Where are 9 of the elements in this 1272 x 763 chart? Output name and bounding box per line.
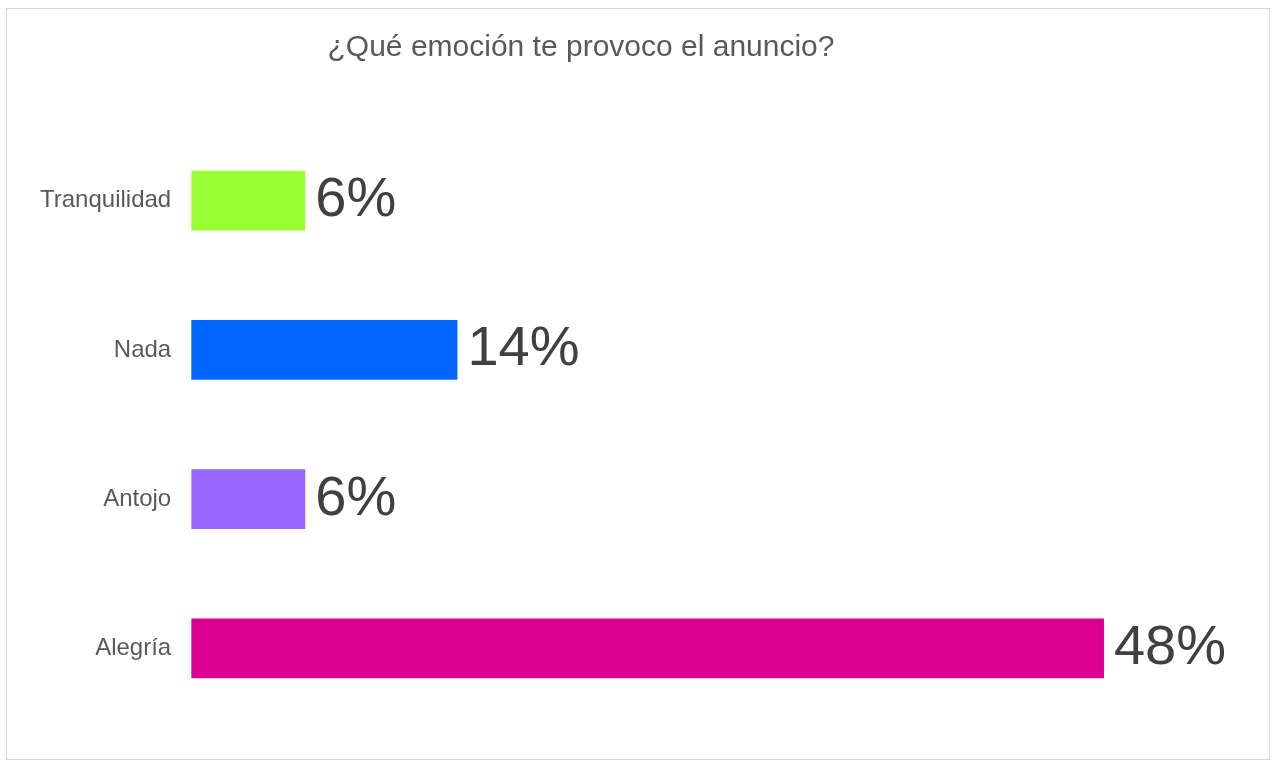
data-label: 48%	[1113, 612, 1227, 676]
data-label: 14%	[467, 314, 580, 378]
chart-title: ¿Qué emoción te provoco el anuncio?	[327, 29, 835, 63]
y-tick-label: Nada	[113, 334, 172, 362]
y-tick-label: Tranquilidad	[39, 185, 172, 213]
y-tick-label: Antojo	[103, 483, 172, 511]
data-label: 6%	[315, 165, 397, 229]
y-tick-label: Alegría	[95, 633, 172, 660]
data-label: 6%	[315, 463, 397, 527]
